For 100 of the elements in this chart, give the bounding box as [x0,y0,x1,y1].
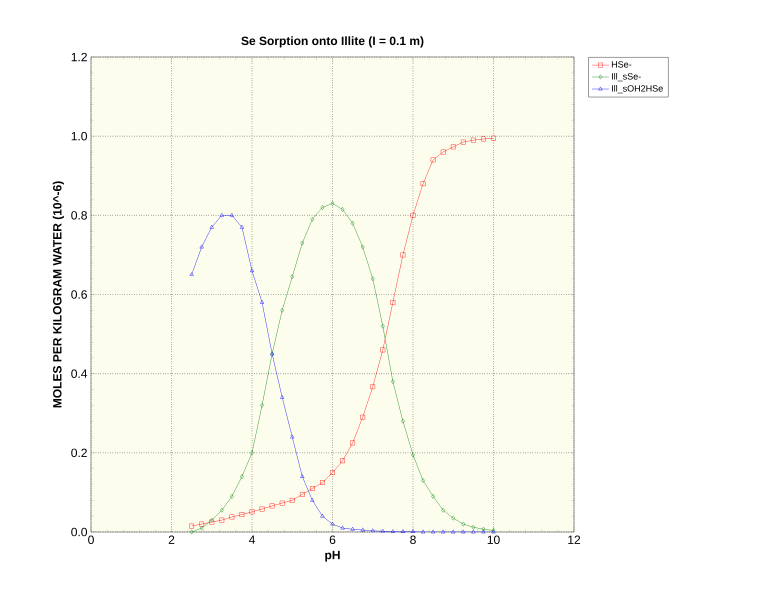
point [390,529,395,533]
point [431,530,436,534]
point [380,324,385,329]
point [300,474,304,478]
x-tick-label: 0 [88,536,94,544]
point [370,528,375,532]
point [240,224,244,229]
point [491,136,496,141]
point [280,500,285,506]
x-tick-label: 10 [488,536,500,544]
x-tick-label: 4 [248,536,255,544]
point [270,503,275,508]
point [260,300,264,304]
point [401,418,405,424]
y-tick-label: 0.4 [71,369,88,378]
point [391,379,395,384]
point [360,528,365,532]
point [290,434,294,438]
point [430,158,436,162]
legend-label: HSe- [612,61,632,68]
point [431,494,435,499]
point [290,274,294,280]
point [390,300,396,305]
point [189,524,194,528]
point [421,478,425,483]
point [451,530,456,534]
point [461,530,466,534]
point [350,526,355,531]
point [219,518,224,523]
point [240,474,244,479]
x-tick-label: 8 [410,536,416,544]
y-axis-title: MOLES PER KILOGRAM WATER (10^-6) [52,181,64,408]
point [441,530,446,534]
point [330,470,335,476]
point [320,514,325,518]
point [199,522,204,526]
x-tick-label: 12 [568,536,580,544]
point [370,384,376,390]
point [340,206,344,212]
point [370,276,375,282]
point [260,402,264,408]
point [320,480,325,485]
chart-title: Se Sorption onto Illite (I = 0.1 m) [241,36,424,48]
point [360,244,365,250]
point [250,509,254,514]
y-tick-label: 1.2 [72,52,87,62]
point [340,458,345,464]
point [240,512,244,517]
x-tick-label: 2 [168,536,174,544]
point [290,498,295,503]
point [250,268,254,272]
point [340,526,345,530]
point [260,506,264,512]
point [461,522,466,526]
point [450,144,456,150]
point [472,524,476,530]
point [441,508,446,513]
point [300,240,304,246]
point [280,308,284,313]
legend-label: Ill_sSe- [612,72,641,82]
point [229,514,234,520]
x-axis-title: pH [325,550,340,562]
point [200,244,204,248]
point [310,216,314,222]
point [470,138,476,143]
y-tick-label: 0.8 [71,211,87,220]
point [471,530,476,534]
point [300,492,305,497]
point [230,494,234,499]
point [380,528,385,533]
line-series [189,136,496,528]
point [200,526,204,530]
point [451,516,456,521]
point [330,522,335,526]
point [360,414,366,420]
point [220,508,224,513]
point [400,252,406,258]
y-tick-label: 0.0 [71,528,88,536]
point [481,136,486,142]
point [250,450,254,456]
point [420,181,426,186]
point [481,530,486,534]
x-tick-label: 6 [330,536,336,544]
point [482,526,486,532]
point [380,348,386,352]
point [310,498,314,502]
point [420,530,426,534]
y-tick-label: 0.2 [71,448,87,458]
point [230,212,234,217]
y-tick-label: 1.0 [72,132,88,140]
point [220,212,224,217]
y-tick-label: 0.6 [71,290,87,299]
point [210,224,214,229]
point [350,440,356,446]
point [280,395,284,399]
point [350,220,354,226]
point [400,529,406,533]
point [330,201,334,206]
legend-label: Ill_sOH2HSe [612,85,663,94]
point [440,150,446,154]
